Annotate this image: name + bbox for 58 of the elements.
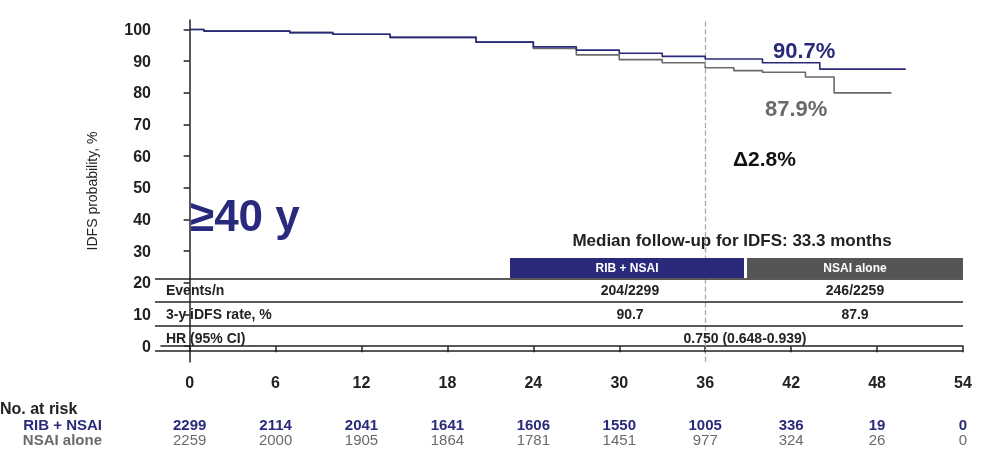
y-tick-label: 90 [133,52,152,70]
y-tick-label: 60 [133,147,152,165]
annotation: 90.7 [616,306,644,322]
text: 2299 [172,415,207,433]
annotation: Δ2.8% [733,146,797,170]
y-tick-label: 40 [133,211,152,228]
text: 1550 [602,415,636,433]
y-axis-title: IDFS probability, % [84,131,100,251]
text: 0 [958,430,968,448]
y-tick-label: 10 [133,306,152,323]
text: 336 [778,415,804,433]
text: 324 [778,430,804,448]
text: 0 [958,415,968,433]
text: 1606 [516,415,551,433]
text: No. at risk [0,399,78,417]
text: NSAI alone [22,430,102,448]
annotation: 3-y iDFS rate, % [166,306,273,322]
y-tick-label: 70 [133,116,152,133]
text: 1781 [516,430,551,448]
annotation: 90.7% [773,37,836,63]
table-header-cell: NSAI alone [747,258,963,278]
text: 2259 [172,430,207,448]
x-tick-label: 48 [868,373,887,391]
text: 2000 [258,430,293,448]
y-tick-label: 20 [133,274,152,292]
text: 1005 [688,415,722,433]
annotation: 246/2259 [825,282,885,298]
text: 1451 [602,430,636,448]
text: 977 [692,430,718,448]
x-tick-label: 12 [352,373,371,391]
text: 1905 [344,430,379,448]
table-header-cell: RIB + NSAI [510,258,744,278]
x-tick-label: 36 [696,373,715,391]
text: 2041 [344,415,379,433]
x-tick-label: 30 [610,373,629,391]
annotation: ≥40 y [190,190,301,240]
text: 1864 [430,430,465,448]
y-tick-label: 100 [124,21,152,38]
y-tick-label: 80 [133,84,152,102]
y-tick-label: 30 [133,242,152,260]
text: RIB + NSAI [23,415,102,433]
y-tick-label: 50 [133,179,152,197]
annotation: 87.9 [841,306,869,322]
annotation: 0.750 (0.648-0.939) [683,330,807,346]
annotation: Median follow-up for IDFS: 33.3 months [572,230,892,250]
x-tick-label: 0 [185,373,195,391]
text: 26 [868,430,886,448]
text: 1641 [430,415,465,433]
x-tick-label: 54 [954,373,972,391]
text: 2114 [259,415,293,433]
annotation: 87.9% [765,95,828,121]
x-tick-label: 18 [438,373,457,391]
x-tick-label: 24 [524,373,543,391]
y-tick-label: 0 [142,337,152,355]
x-tick-label: 6 [271,373,281,391]
annotation: 204/2299 [600,282,660,298]
x-tick-label: 42 [782,373,801,391]
text: 19 [868,415,886,433]
